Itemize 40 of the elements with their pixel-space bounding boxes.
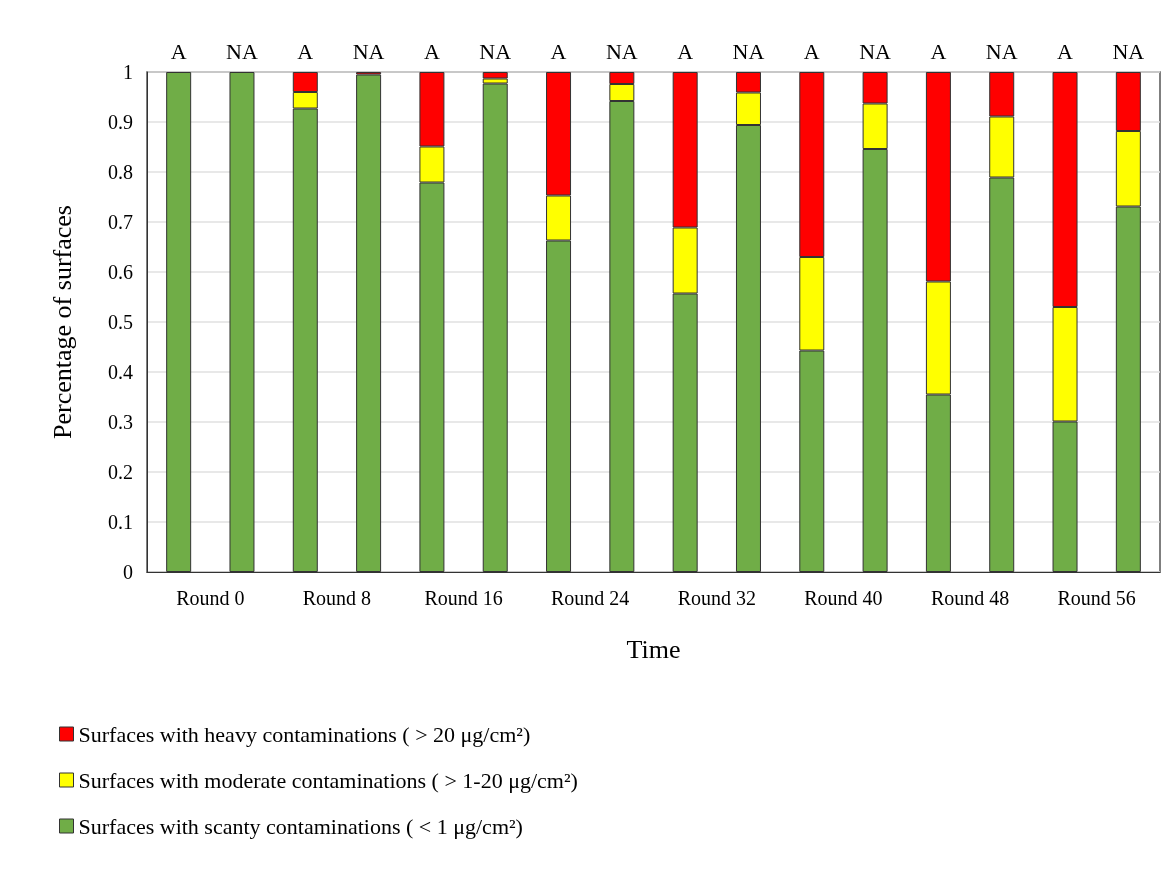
y-tick-label: 0.6 bbox=[108, 261, 133, 283]
x-tick-label: A bbox=[677, 38, 694, 64]
text: Round 32 bbox=[677, 587, 756, 609]
x-tick-label: NA bbox=[1112, 38, 1145, 64]
y-tick-label: 0.4 bbox=[108, 361, 133, 383]
x-tick-label: A bbox=[423, 38, 440, 64]
x-tick-label: NA bbox=[859, 38, 892, 64]
y-tick-label: 0.8 bbox=[108, 161, 133, 183]
x-tick-label: A bbox=[170, 38, 187, 64]
x-tick-label: NA bbox=[226, 38, 258, 64]
y-tick-label: 0 bbox=[123, 561, 133, 583]
text: Round 56 bbox=[1057, 587, 1136, 609]
y-axis-title: Percentage of surfaces bbox=[47, 205, 77, 439]
x-tick-label: A bbox=[1057, 38, 1074, 64]
x-tick-label: NA bbox=[352, 38, 385, 64]
y-tick-label: 0.5 bbox=[108, 311, 133, 333]
y-tick-label: 0.3 bbox=[108, 411, 133, 433]
x-tick-label: NA bbox=[985, 38, 1018, 64]
y-tick-label: 0.9 bbox=[108, 111, 133, 133]
y-tick-label: 0.2 bbox=[108, 461, 133, 483]
text: Round 8 bbox=[302, 587, 372, 609]
x-tick-label: NA bbox=[479, 38, 512, 64]
y-tick-label: 0.7 bbox=[108, 211, 133, 233]
text: Round 16 bbox=[424, 587, 503, 609]
x-tick-label: NA bbox=[732, 38, 765, 64]
x-tick-label: NA bbox=[605, 38, 638, 64]
legend-label: Surfaces with scanty contaminations ( < 1 μg/cm²) bbox=[78, 813, 523, 839]
x-tick-label: A bbox=[550, 38, 567, 64]
text: Round 24 bbox=[551, 587, 630, 609]
legend-label: Surfaces with heavy contaminations ( > 20 μg/cm²) bbox=[78, 721, 531, 747]
text: Round 48 bbox=[930, 587, 1010, 609]
text: Round 40 bbox=[804, 587, 883, 609]
x-tick-label: A bbox=[803, 38, 820, 64]
y-tick-label: 0.1 bbox=[108, 511, 133, 533]
y-tick-label: 1 bbox=[123, 61, 133, 83]
x-axis-title: Time bbox=[626, 634, 681, 664]
legend-label: Surfaces with moderate contaminations ( > 1-20 μg/cm²) bbox=[78, 767, 578, 793]
text: Round 0 bbox=[176, 587, 245, 609]
x-tick-label: A bbox=[297, 38, 314, 64]
x-tick-label: A bbox=[930, 38, 947, 64]
